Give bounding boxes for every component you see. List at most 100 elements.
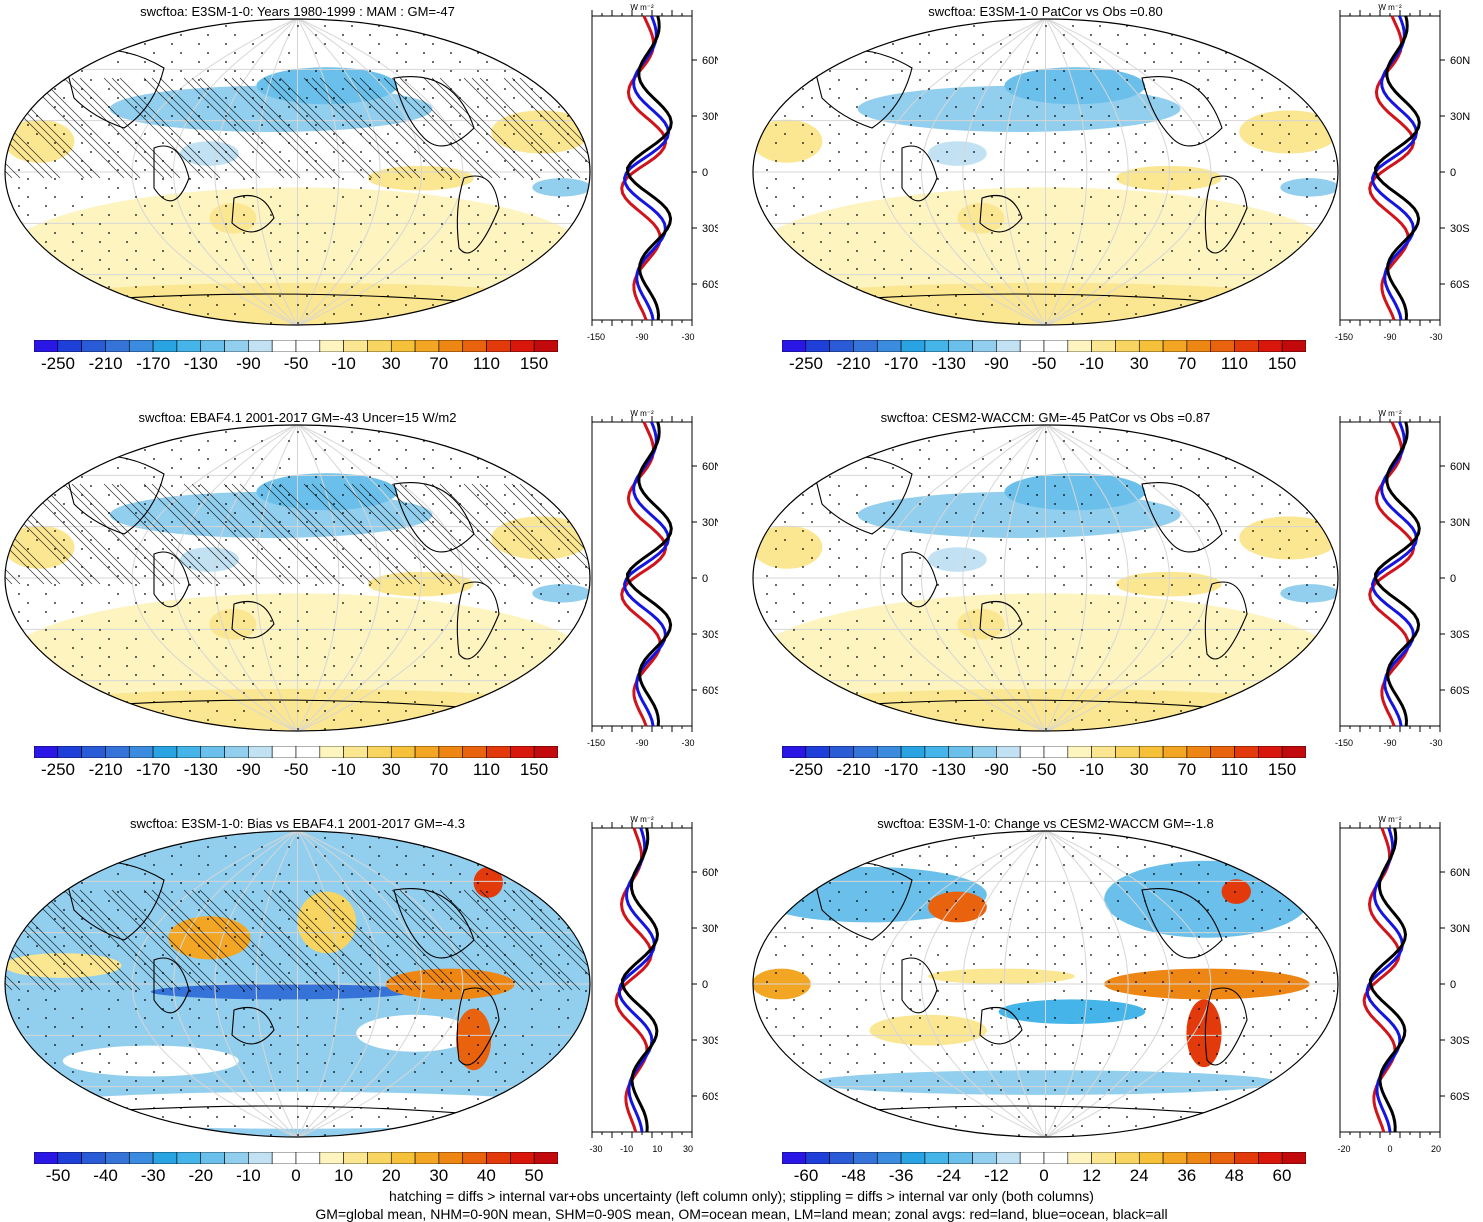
colorbar-label: -170 <box>884 760 919 779</box>
svg-text:60S: 60S <box>702 685 718 697</box>
svg-text:60N: 60N <box>1450 867 1470 879</box>
colorbar-6 <box>782 1152 1306 1164</box>
colorbar-label: -12 <box>984 1166 1009 1185</box>
svg-text:0: 0 <box>702 979 708 991</box>
colorbar-label: 0 <box>1039 1166 1049 1185</box>
colorbar-label: 10 <box>334 1166 354 1185</box>
colorbar-label: -250 <box>788 354 824 373</box>
colorbar-label: 30 <box>429 1166 449 1185</box>
colorbar-label: 30 <box>381 354 401 373</box>
svg-text:0: 0 <box>1450 573 1456 585</box>
colorbar-2 <box>782 340 1306 352</box>
colorbar-label: 24 <box>1129 1166 1149 1185</box>
colorbar-label: 30 <box>1129 760 1149 779</box>
svg-text:-90: -90 <box>635 738 648 748</box>
svg-text:-30: -30 <box>589 1144 602 1154</box>
svg-text:30S: 30S <box>702 1035 718 1047</box>
colorbar-label: 150 <box>1267 760 1297 779</box>
colorbar-label: -170 <box>884 354 919 373</box>
colorbar-label: 70 <box>429 354 449 373</box>
svg-text:30N: 30N <box>1450 517 1470 529</box>
svg-text:30N: 30N <box>1450 111 1470 123</box>
colorbar-label: -10 <box>1079 760 1104 779</box>
colorbar-label: -130 <box>183 760 218 779</box>
colorbar-label: 150 <box>1267 354 1297 373</box>
colorbar-label: 30 <box>1129 354 1149 373</box>
colorbar-label: -10 <box>236 1166 261 1185</box>
colorbar-label: -210 <box>88 760 123 779</box>
colorbar-label: -130 <box>183 354 218 373</box>
colorbar-label: 70 <box>1177 760 1197 779</box>
colorbar-label: -130 <box>931 354 966 373</box>
svg-text:W m⁻²: W m⁻² <box>1378 3 1402 12</box>
colorbar-label: 110 <box>1220 354 1248 373</box>
svg-text:30N: 30N <box>702 517 718 529</box>
colorbar-label: -90 <box>236 760 261 779</box>
svg-text:60S: 60S <box>1450 685 1470 697</box>
colorbar-label: -90 <box>984 760 1009 779</box>
colorbar-label: -130 <box>931 760 966 779</box>
svg-text:60N: 60N <box>1450 461 1470 473</box>
svg-text:-150: -150 <box>1335 332 1353 342</box>
colorbar-label: -36 <box>888 1166 914 1185</box>
colorbar-label: -40 <box>93 1166 118 1185</box>
colorbar-label: 150 <box>519 760 549 779</box>
svg-text:0: 0 <box>1450 167 1456 179</box>
colorbar-label: -10 <box>1079 354 1104 373</box>
colorbar-label: -210 <box>836 354 871 373</box>
colorbar-label: -90 <box>236 354 261 373</box>
colorbar-label: -210 <box>88 354 123 373</box>
colorbar-label: -10 <box>331 354 356 373</box>
svg-text:30S: 30S <box>702 223 718 235</box>
colorbar-label: -50 <box>1031 354 1057 373</box>
svg-text:0: 0 <box>1387 1144 1392 1154</box>
svg-text:30S: 30S <box>702 629 718 641</box>
colorbar-label: 40 <box>476 1166 496 1185</box>
svg-text:-30: -30 <box>1429 332 1442 342</box>
map-panel-1 <box>4 18 591 326</box>
footer-line-1: hatching = diffs > internal var+obs unce… <box>389 1188 1094 1204</box>
svg-text:0: 0 <box>702 573 708 585</box>
svg-text:30N: 30N <box>1450 923 1470 935</box>
svg-text:0: 0 <box>702 167 708 179</box>
colorbar-label: 50 <box>524 1166 544 1185</box>
zonal-plot-3: W m⁻² 60N 30N 0 30S 60S -150 -90 -30 <box>587 409 718 748</box>
colorbar-label: 36 <box>1177 1166 1197 1185</box>
colorbar-5 <box>34 1152 558 1164</box>
svg-text:30S: 30S <box>1450 629 1470 641</box>
svg-text:-90: -90 <box>1383 738 1396 748</box>
svg-text:20: 20 <box>1431 1144 1441 1154</box>
svg-text:60N: 60N <box>702 867 718 879</box>
panel-title-6: swcftoa: E3SM-1-0: Change vs CESM2-WACCM… <box>877 816 1214 831</box>
svg-text:W m⁻²: W m⁻² <box>1378 815 1402 824</box>
colorbar-label: 150 <box>519 354 549 373</box>
colorbar-label: -90 <box>984 354 1009 373</box>
colorbar-label: 60 <box>1272 1166 1292 1185</box>
svg-text:30N: 30N <box>702 111 718 123</box>
svg-text:60S: 60S <box>1450 1091 1470 1103</box>
colorbar-label: -20 <box>188 1166 214 1185</box>
colorbar-label: -50 <box>283 354 309 373</box>
svg-text:-90: -90 <box>635 332 648 342</box>
svg-text:W m⁻²: W m⁻² <box>1378 409 1402 418</box>
colorbar-label: 30 <box>381 760 401 779</box>
zonal-plot-5: W m⁻² 60N 30N 0 30S 60S -30 -10 10 30 <box>589 815 718 1154</box>
svg-text:60S: 60S <box>1450 279 1470 291</box>
colorbar-label: 48 <box>1224 1166 1244 1185</box>
svg-text:W m⁻²: W m⁻² <box>630 815 654 824</box>
svg-text:60N: 60N <box>1450 55 1470 67</box>
colorbar-1 <box>34 340 558 352</box>
panel-title-1: swcftoa: E3SM-1-0: Years 1980-1999 : MAM… <box>140 4 455 19</box>
colorbar-label: -50 <box>45 1166 71 1185</box>
map-panel-3 <box>4 424 591 732</box>
colorbar-label: 12 <box>1082 1166 1102 1185</box>
map-panel-4 <box>752 424 1339 732</box>
colorbar-label: 110 <box>472 354 500 373</box>
colorbar-label: -170 <box>136 760 171 779</box>
panel-title-2: swcftoa: E3SM-1-0 PatCor vs Obs =0.80 <box>928 4 1163 19</box>
zonal-plot-1: W m⁻² 60N 30N 0 30S 60S -150 -90 -30 <box>587 3 718 342</box>
svg-text:60N: 60N <box>702 55 718 67</box>
colorbar-label: -170 <box>136 354 171 373</box>
panel-title-5: swcftoa: E3SM-1-0: Bias vs EBAF4.1 2001-… <box>130 816 465 831</box>
svg-text:-150: -150 <box>587 738 605 748</box>
